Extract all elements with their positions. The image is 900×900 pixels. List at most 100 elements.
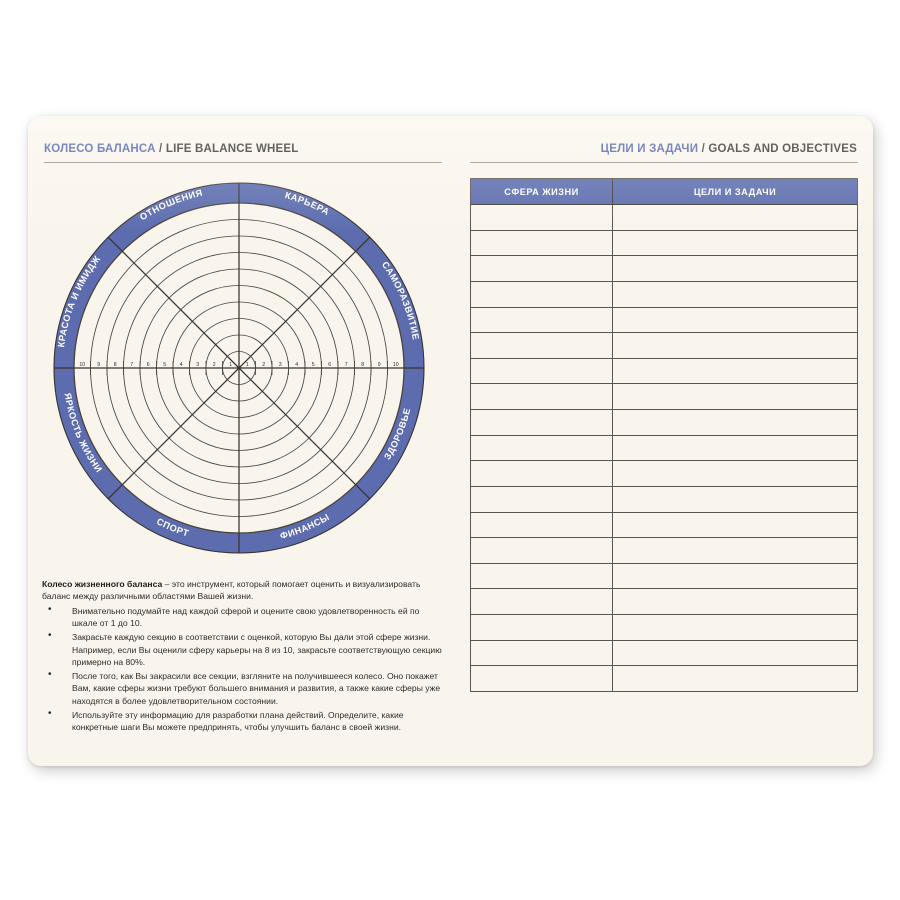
wheel-sector-divider [238,367,371,500]
table-cell-sphere[interactable] [471,384,613,409]
table-cell-sphere[interactable] [471,307,613,333]
table-row[interactable] [471,512,857,539]
section-heading-right: ЦЕЛИ И ЗАДАЧИ / GOALS AND OBJECTIVES [601,142,857,156]
table-cell-goals[interactable] [613,564,857,589]
life-balance-wheel[interactable]: 10 9 8 7 6 5 4 3 2 1 1 2 3 4 5 6 7 8 9 10 КАРЬЕРА САМОРАЗВИТИ… [34,178,444,578]
table-row[interactable] [471,640,857,667]
goals-table-header-goals: ЦЕЛИ И ЗАДАЧИ [613,179,857,204]
planner-page: КОЛЕСО БАЛАНСА / LIFE BALANCE WHEEL ЦЕЛИ… [28,116,873,766]
table-cell-goals[interactable] [613,410,857,435]
wheel-scale-number: 10 [393,362,399,368]
table-row[interactable] [471,307,857,334]
table-cell-goals[interactable] [613,461,857,486]
table-cell-sphere[interactable] [471,461,613,486]
instructions-lead: Колесо жизненного баланса – это инструме… [42,578,446,603]
wheel-scale-number: 9 [97,362,100,368]
table-row[interactable] [471,256,857,282]
life-balance-wheel-svg[interactable]: 10 9 8 7 6 5 4 3 2 1 1 2 3 4 5 6 7 8 9 10КАРЬЕРАСАМОРАЗВИТИ… [34,178,444,578]
table-cell-sphere[interactable] [471,615,613,640]
table-cell-sphere[interactable] [471,666,613,691]
wheel-scale-number: 3 [279,362,282,368]
section-heading-right-separator: / [698,143,709,155]
wheel-scale-number: 3 [196,362,199,368]
table-row[interactable] [471,435,857,462]
goals-table-header-goals-label: ЦЕЛИ И ЗАДАЧИ [693,186,777,197]
table-row[interactable] [471,358,857,385]
table-cell-goals[interactable] [613,513,857,538]
table-cell-sphere[interactable] [471,640,613,666]
table-row[interactable] [471,333,857,359]
table-row[interactable] [471,615,857,641]
wheel-sector-divider [238,236,371,369]
table-cell-goals[interactable] [613,538,857,563]
table-row[interactable] [471,563,857,590]
section-heading-left-en: LIFE BALANCE WHEEL [165,143,299,155]
table-row[interactable] [471,384,857,410]
table-cell-sphere[interactable] [471,538,613,563]
table-cell-goals[interactable] [613,333,857,358]
instructions-block: Колесо жизненного баланса – это инструме… [42,578,446,735]
table-cell-goals[interactable] [613,282,857,307]
table-cell-sphere[interactable] [471,410,613,435]
table-cell-goals[interactable] [613,436,857,461]
wheel-scale-number: 7 [345,362,348,368]
instructions-lead-bold: Колесо жизненного баланса [42,579,163,589]
table-cell-goals[interactable] [613,666,857,691]
goals-table[interactable]: СФЕРА ЖИЗНИ ЦЕЛИ И ЗАДАЧИ [470,178,858,692]
table-cell-sphere[interactable] [471,512,613,538]
table-row[interactable] [471,461,857,487]
table-cell-goals[interactable] [613,231,857,256]
table-cell-goals[interactable] [613,205,857,230]
instruction-bullet: После того, как Вы закрасили все секции,… [42,669,446,707]
wheel-sector-divider [107,236,240,369]
instruction-bullet: Закрасьте каждую секцию в соответствии с… [42,630,446,668]
wheel-scale-number: 1 [246,362,249,368]
wheel-scale-number: 5 [312,362,315,368]
wheel-scale-number: 8 [114,362,117,368]
table-cell-sphere[interactable] [471,230,613,256]
table-cell-sphere[interactable] [471,435,613,461]
instructions-lead-rest: – это инструмент, который помогает оцени… [42,579,421,602]
section-heading-right-ru: ЦЕЛИ И ЗАДАЧИ [600,143,699,155]
table-row[interactable] [471,486,857,513]
table-cell-goals[interactable] [613,615,857,640]
table-cell-goals[interactable] [613,256,857,281]
table-row[interactable] [471,589,857,615]
wheel-scale-number: 9 [378,362,381,368]
table-cell-sphere[interactable] [471,486,613,512]
table-row[interactable] [471,538,857,564]
wheel-scale-number: 1 [229,362,232,368]
table-cell-sphere[interactable] [471,256,613,281]
table-row[interactable] [471,205,857,231]
goals-table-header-row: СФЕРА ЖИЗНИ ЦЕЛИ И ЗАДАЧИ [471,179,857,205]
table-cell-sphere[interactable] [471,358,613,384]
table-cell-goals[interactable] [613,589,857,614]
divider-right [470,162,858,163]
section-heading-right-en: GOALS AND OBJECTIVES [708,143,857,155]
instruction-bullet: Внимательно подумайте над каждой сферой … [42,604,446,630]
table-row[interactable] [471,410,857,436]
table-cell-sphere[interactable] [471,281,613,307]
instruction-bullet: Используйте эту информацию для разработк… [42,708,446,734]
wheel-scale-number: 8 [361,362,364,368]
divider-left [44,162,442,163]
table-cell-goals[interactable] [613,359,857,384]
table-cell-sphere[interactable] [471,333,613,358]
wheel-scale-number: 6 [328,362,331,368]
table-row[interactable] [471,230,857,257]
wheel-outer-outline [53,182,425,554]
table-cell-goals[interactable] [613,308,857,333]
table-cell-goals[interactable] [613,487,857,512]
table-row[interactable] [471,666,857,691]
table-cell-sphere[interactable] [471,563,613,589]
table-cell-goals[interactable] [613,384,857,409]
wheel-scale-number: 2 [262,362,265,368]
wheel-sector-divider [107,367,240,500]
table-row[interactable] [471,281,857,308]
table-cell-goals[interactable] [613,641,857,666]
table-cell-sphere[interactable] [471,205,613,230]
section-heading-left: КОЛЕСО БАЛАНСА / LIFE BALANCE WHEEL [44,142,299,156]
table-cell-sphere[interactable] [471,589,613,614]
section-heading-left-ru: КОЛЕСО БАЛАНСА [44,143,156,155]
goals-table-header-sphere: СФЕРА ЖИЗНИ [471,179,613,204]
